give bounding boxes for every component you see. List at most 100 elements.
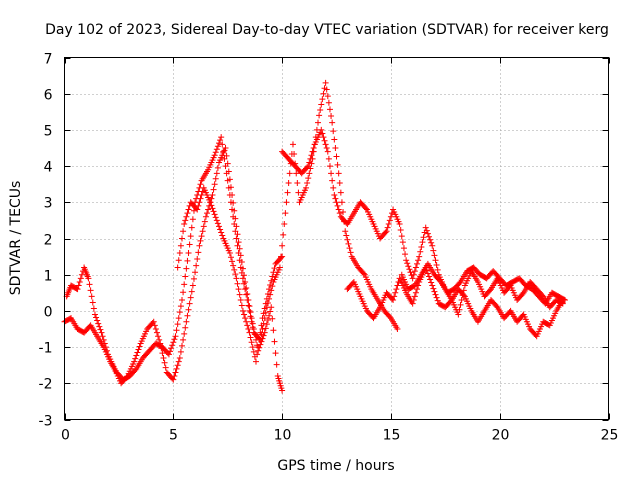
data-point	[73, 285, 80, 292]
y-tick-label: 7	[44, 52, 53, 68]
data-point	[212, 214, 219, 221]
data-point	[336, 179, 343, 186]
data-point	[318, 126, 325, 133]
data-point	[326, 163, 333, 170]
data-point	[171, 336, 178, 343]
y-tick-label: 0	[44, 305, 53, 321]
data-point	[196, 242, 203, 249]
y-tick-label: 4	[44, 160, 53, 176]
data-point	[176, 309, 183, 316]
data-point	[393, 286, 400, 293]
data-point	[436, 277, 443, 284]
data-point	[217, 226, 224, 233]
data-point	[326, 106, 333, 113]
y-tick-label: 5	[44, 124, 53, 140]
data-point	[392, 289, 399, 296]
data-point	[344, 236, 351, 243]
data-point	[209, 192, 216, 199]
data-point	[89, 299, 96, 306]
data-point	[416, 253, 423, 260]
data-point	[197, 237, 204, 244]
data-point	[394, 326, 401, 332]
data-point	[247, 309, 254, 316]
data-point	[156, 336, 163, 343]
data-point	[181, 221, 188, 228]
data-point	[185, 249, 192, 256]
data-point	[226, 176, 233, 183]
data-point	[403, 257, 410, 264]
data-point	[336, 210, 343, 217]
data-point	[161, 359, 168, 366]
plot-points	[61, 79, 568, 394]
data-point	[179, 235, 186, 242]
data-point	[425, 273, 432, 280]
data-point	[420, 234, 427, 241]
data-point	[433, 262, 440, 269]
data-point	[427, 276, 434, 283]
data-point	[329, 119, 336, 126]
data-point	[457, 301, 464, 308]
axis-ticks	[64, 57, 610, 421]
data-point	[155, 333, 162, 340]
data-point	[248, 339, 255, 346]
data-point	[214, 164, 221, 171]
data-point	[324, 93, 331, 100]
data-point	[345, 240, 352, 247]
data-point	[321, 137, 328, 144]
data-point	[180, 289, 187, 296]
data-point	[211, 152, 218, 159]
y-tick-label: 2	[44, 233, 53, 249]
x-tick-label: 20	[492, 428, 510, 444]
data-point	[418, 243, 425, 250]
data-point	[195, 249, 202, 256]
data-point	[187, 294, 194, 301]
data-point	[101, 340, 108, 347]
data-point	[271, 265, 278, 272]
data-point	[189, 282, 196, 289]
data-point	[560, 296, 567, 303]
data-point	[276, 264, 283, 271]
data-point	[305, 163, 312, 170]
data-point	[264, 316, 271, 323]
data-point	[279, 242, 286, 249]
data-point	[260, 310, 267, 317]
data-point	[414, 260, 421, 267]
data-point	[410, 271, 417, 278]
data-point	[283, 199, 290, 206]
data-point	[422, 224, 429, 231]
data-point	[194, 256, 201, 263]
data-point	[87, 287, 94, 294]
y-tick-label: 3	[44, 196, 53, 212]
data-point	[77, 275, 84, 282]
data-point	[241, 311, 248, 318]
data-point	[259, 335, 266, 342]
data-point	[88, 293, 95, 300]
data-point	[173, 327, 180, 334]
series-track-3	[174, 184, 286, 365]
data-point	[318, 101, 325, 108]
data-point	[211, 211, 218, 218]
data-point	[320, 134, 327, 141]
data-point	[315, 119, 322, 126]
y-axis-label: SDTVAR / TECUs	[8, 181, 24, 296]
data-point	[232, 271, 239, 278]
data-point	[411, 268, 418, 275]
data-point	[239, 265, 246, 272]
data-point	[175, 257, 182, 264]
data-point	[266, 286, 273, 293]
data-point	[433, 294, 440, 301]
y-tick-label: 6	[44, 88, 53, 104]
data-point	[135, 346, 142, 353]
x-axis-label: GPS time / hours	[277, 458, 394, 474]
data-point	[334, 202, 341, 209]
data-point	[331, 192, 338, 199]
y-tick-labels: -3 -2 -1 0 1 2 3 4 5 6 7	[39, 52, 53, 430]
data-point	[165, 351, 172, 358]
data-point	[402, 251, 409, 258]
data-point	[214, 220, 221, 227]
data-point	[182, 217, 189, 224]
data-point	[202, 213, 209, 220]
data-point	[209, 205, 216, 212]
data-point	[342, 228, 349, 235]
data-point	[411, 293, 418, 300]
